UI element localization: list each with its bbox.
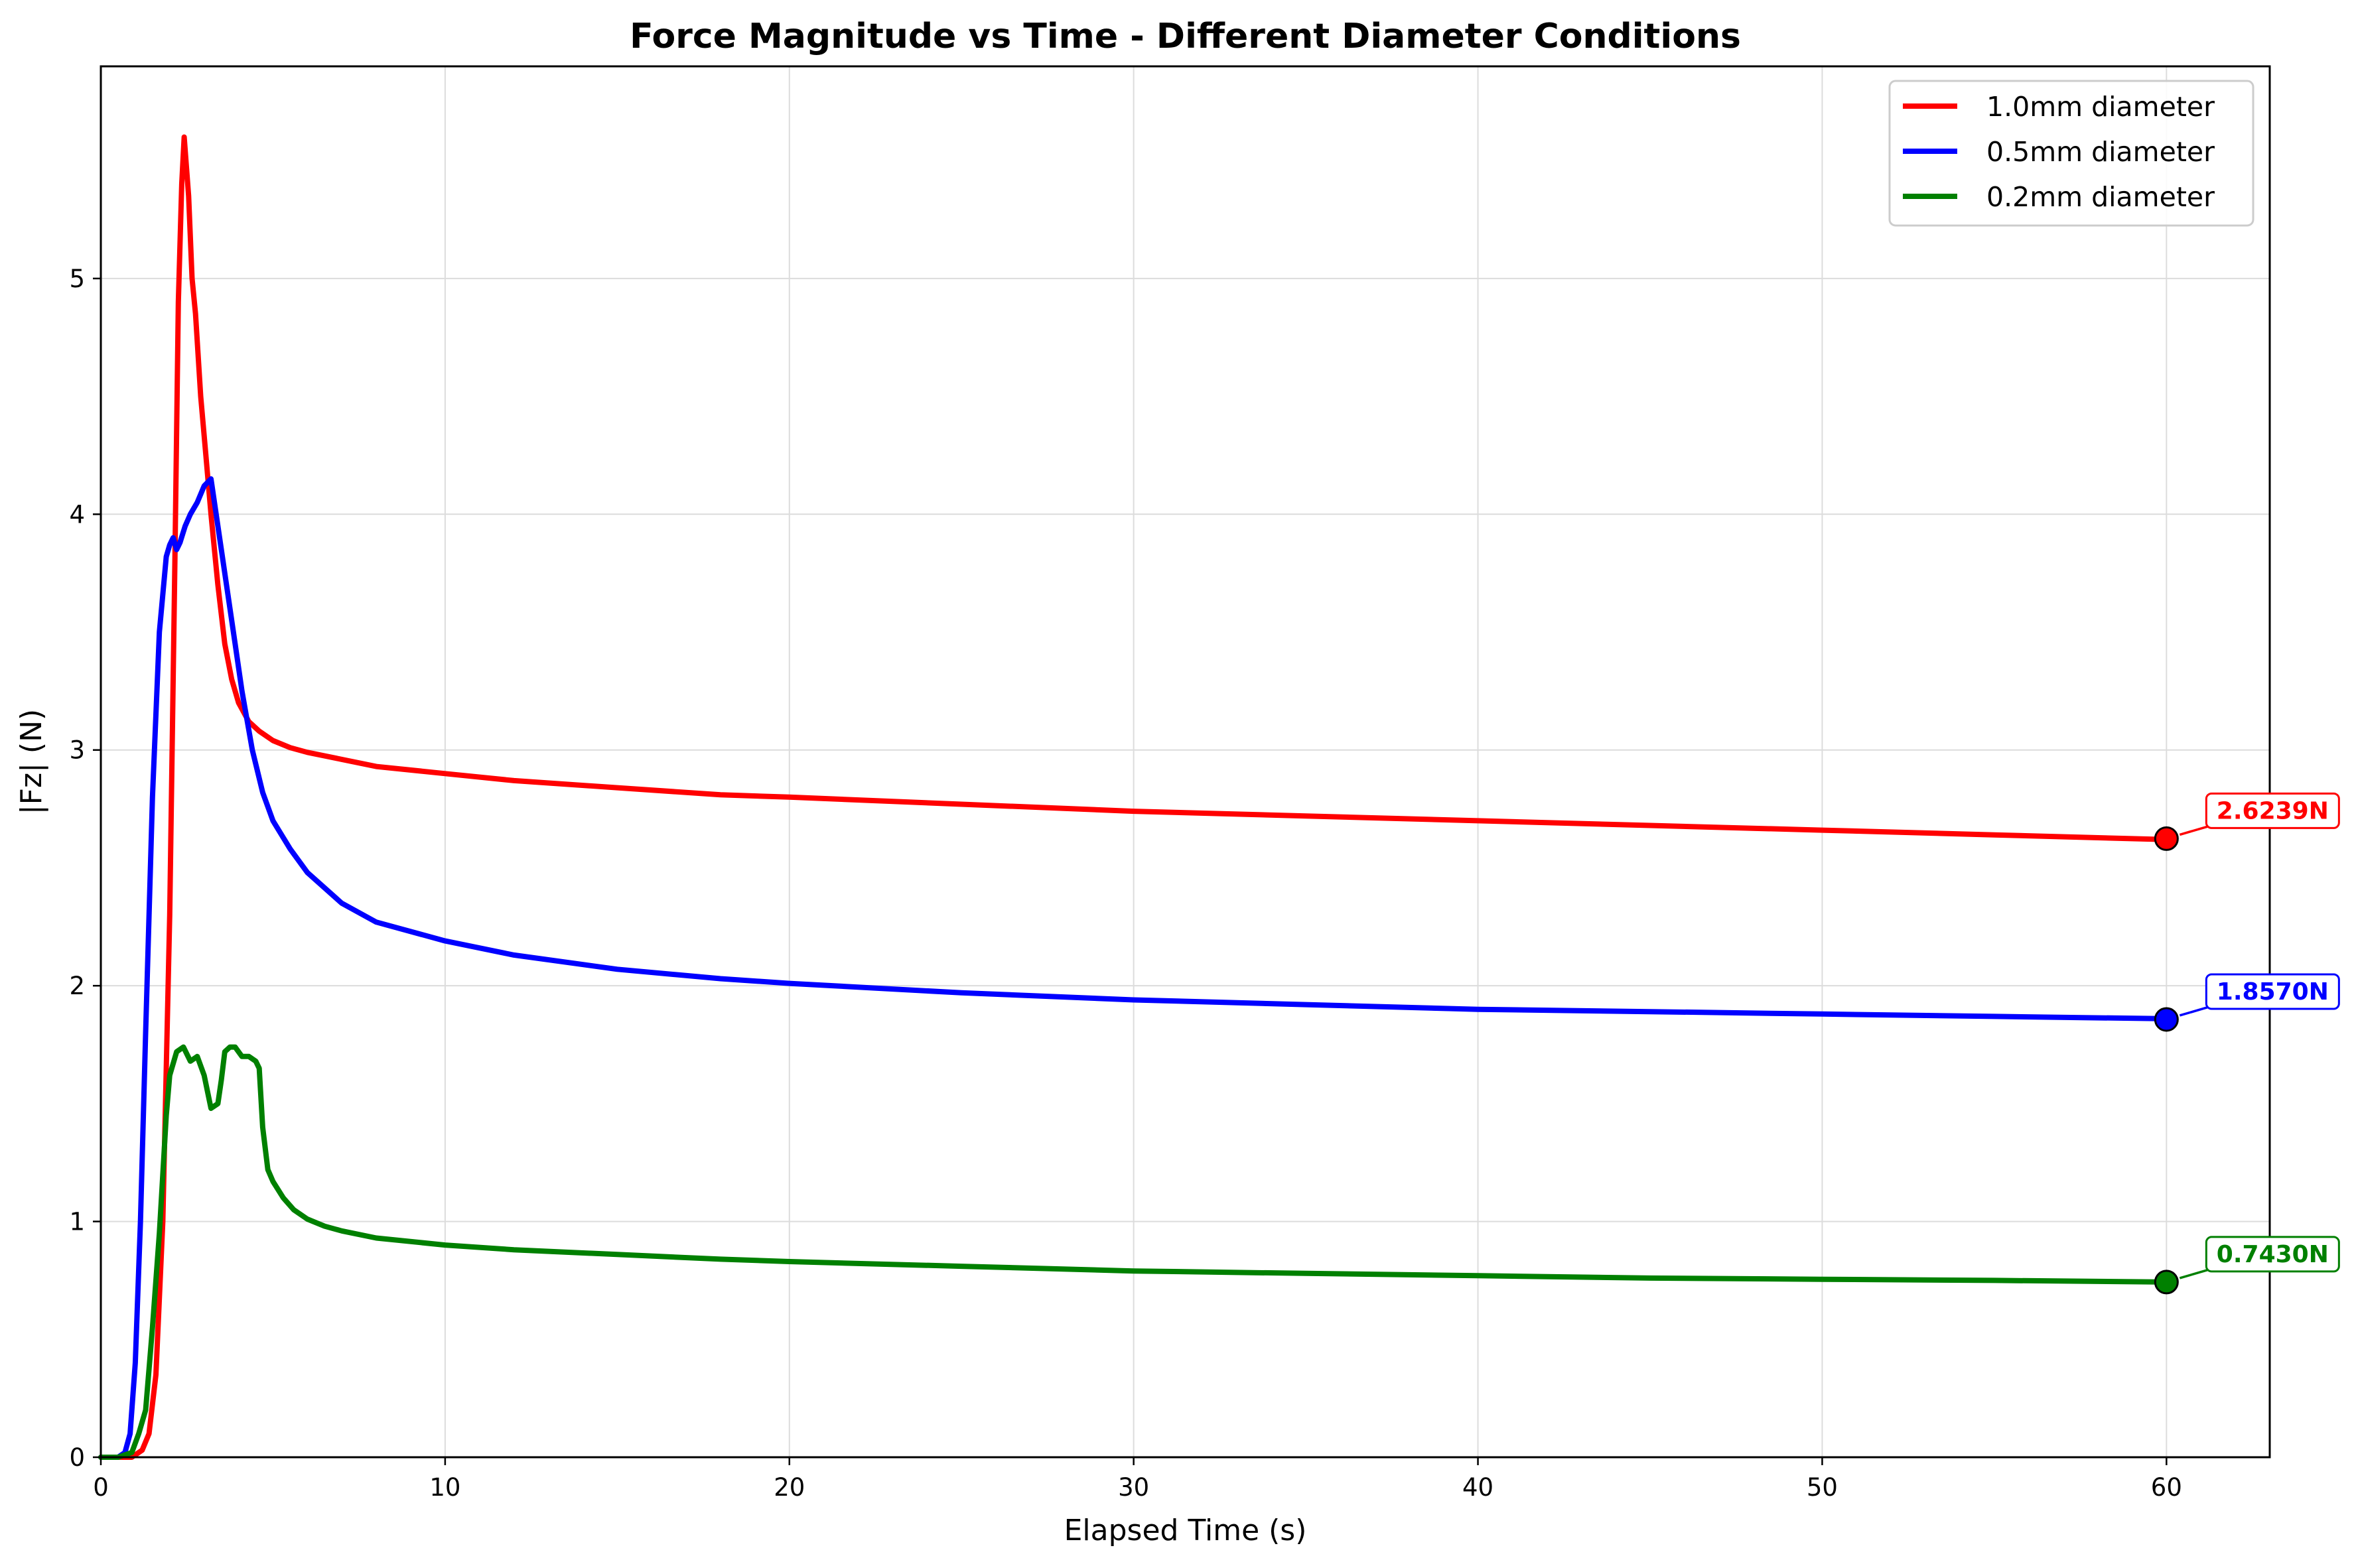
annotation-box — [2205, 973, 2340, 1010]
end-value-label: 2.6239N — [2217, 797, 2329, 824]
grid-layer — [100, 66, 2270, 1458]
annotation-box — [2205, 792, 2340, 829]
series-line-2 — [98, 476, 2170, 1460]
annotation-arrow — [2179, 824, 2212, 836]
x-tick-label: 40 — [1462, 1473, 1493, 1502]
legend: 1.0mm diameter 0.5mm diameter 0.2mm diamet… — [1888, 80, 2254, 227]
legend-label: 0.2mm diameter — [1986, 181, 2215, 213]
x-axis-label: Elapsed Time (s) — [1064, 1514, 1307, 1547]
legend-box — [1888, 80, 2254, 227]
legend-label: 0.5mm diameter — [1986, 136, 2215, 168]
end-point-marker — [2154, 1007, 2179, 1032]
end-value-label: 0.7430N — [2217, 1241, 2329, 1268]
annotation-arrow — [2179, 1268, 2212, 1279]
y-tick-label: 5 — [69, 265, 85, 293]
series-line-1 — [98, 134, 2170, 1460]
y-tick-label: 2 — [69, 972, 85, 1000]
x-tick-label: 20 — [774, 1473, 805, 1502]
end-point-marker — [2154, 826, 2179, 851]
legend-label: 1.0mm diameter — [1986, 91, 2215, 123]
series-layer — [98, 134, 2170, 1460]
x-tick-label: 60 — [2151, 1473, 2182, 1502]
x-tick-label: 10 — [429, 1473, 460, 1502]
end-point-marker — [2154, 1270, 2179, 1295]
x-tick-label: 30 — [1118, 1473, 1149, 1502]
x-tick-label: 0 — [93, 1473, 109, 1502]
y-tick-label: 0 — [69, 1443, 85, 1472]
chart-title: Force Magnitude vs Time - Different Diam… — [630, 17, 1741, 56]
x-tick-label: 50 — [1807, 1473, 1838, 1502]
y-axis-label: |Fz| (N) — [15, 709, 48, 815]
plot-frame — [100, 65, 2271, 1459]
series-line-3 — [98, 1044, 2170, 1460]
y-tick-label: 4 — [69, 500, 85, 529]
end-value-label: 1.8570N — [2217, 978, 2329, 1006]
end-marker-layer: 2.6239N 1.8570N 0.7430N — [2154, 792, 2340, 1295]
y-tick-label: 3 — [69, 736, 85, 765]
annotation-arrow — [2179, 1005, 2212, 1017]
annotation-box — [2205, 1236, 2340, 1273]
y-tick-label: 1 — [69, 1208, 85, 1236]
tick-layer: 0 10 20 30 40 50 60 0 1 2 3 4 5 — [69, 265, 2182, 1502]
